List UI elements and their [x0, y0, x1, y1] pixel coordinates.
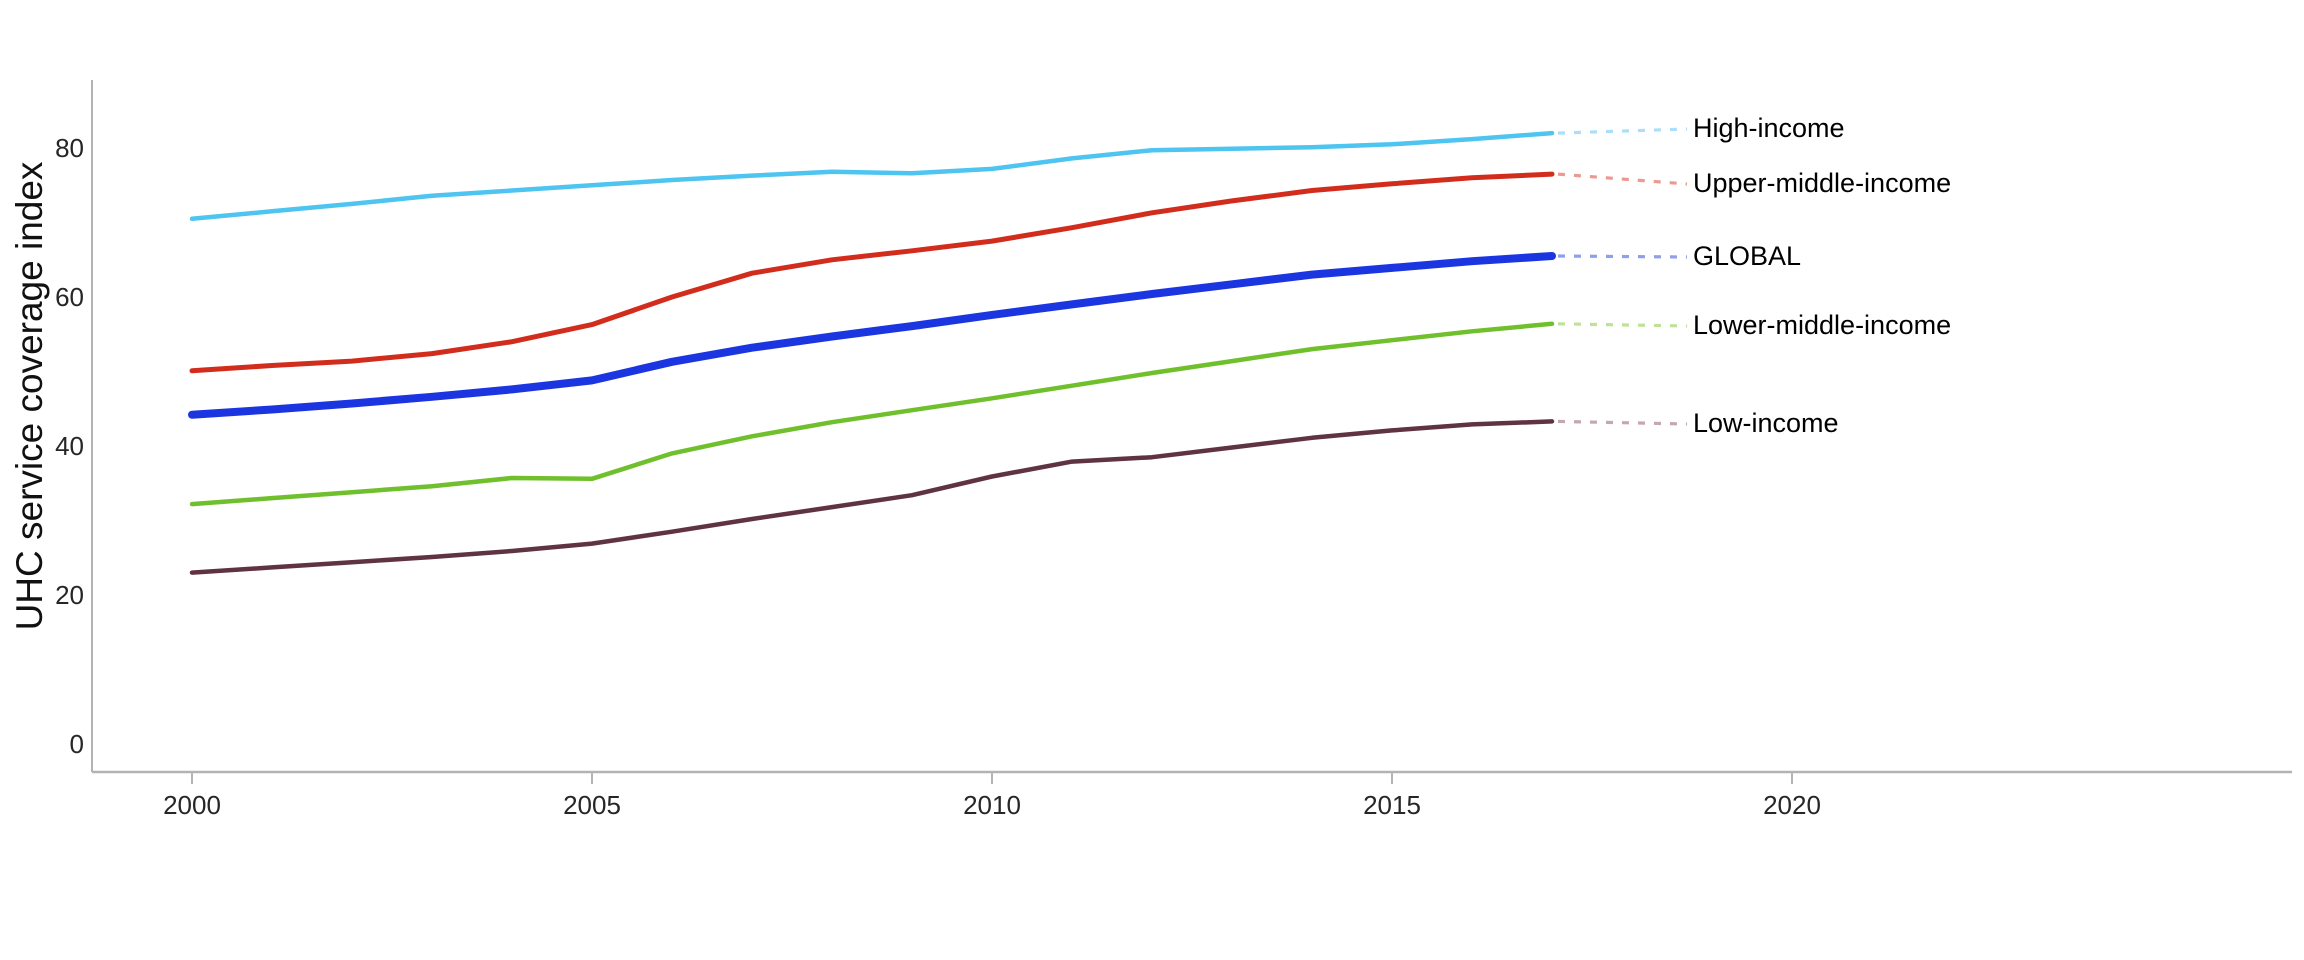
x-axis-tick-marks	[191, 772, 1793, 784]
series-label-high-income: High-income	[1693, 113, 1845, 143]
y-tick-label-20: 20	[55, 580, 84, 610]
y-axis-title: UHC service coverage index	[9, 161, 50, 631]
y-tick-label-40: 40	[55, 431, 84, 461]
x-tick-label-2010: 2010	[963, 790, 1021, 820]
series-line-lower-middle-income	[189, 321, 1555, 507]
series-line-low-income	[189, 419, 1555, 575]
x-tick-label-2000: 2000	[163, 790, 221, 820]
x-tick-label-2005: 2005	[563, 790, 621, 820]
label-leader-high-income	[1557, 127, 1688, 135]
y-tick-label-80: 80	[55, 133, 84, 163]
series-line-high-income	[189, 130, 1555, 222]
x-tick-label-2015: 2015	[1363, 790, 1421, 820]
label-leader-low-income	[1557, 419, 1688, 426]
series-label-low-income: Low-income	[1693, 408, 1839, 438]
label-leader-upper-middle-income	[1557, 172, 1688, 186]
x-tick-label-2020: 2020	[1763, 790, 1821, 820]
series-label-upper-middle-income: Upper-middle-income	[1693, 168, 1952, 198]
series-line-upper-middle-income	[189, 171, 1555, 374]
label-leader-lower-middle-income	[1557, 322, 1688, 328]
label-leader-global	[1557, 254, 1688, 259]
y-tick-label-60: 60	[55, 282, 84, 312]
series-lines-layer	[188, 127, 1688, 575]
series-label-global: GLOBAL	[1693, 241, 1802, 271]
y-tick-label-0: 0	[69, 729, 84, 759]
series-line-global	[188, 252, 1556, 419]
series-label-lower-middle-income: Lower-middle-income	[1693, 310, 1952, 340]
